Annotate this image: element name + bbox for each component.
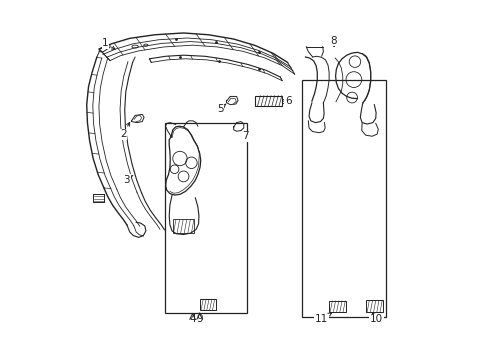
Bar — [365, 301, 382, 312]
Text: 9: 9 — [196, 314, 203, 324]
Text: 3: 3 — [123, 175, 133, 185]
Bar — [164, 123, 247, 314]
Text: 8: 8 — [329, 36, 336, 46]
Bar — [301, 80, 386, 317]
Bar — [255, 96, 282, 107]
Text: 10: 10 — [369, 313, 382, 324]
Text: 6: 6 — [284, 96, 291, 106]
Text: 2: 2 — [120, 122, 129, 139]
Text: 4: 4 — [189, 314, 195, 324]
Bar — [328, 301, 346, 312]
Text: 7: 7 — [241, 131, 248, 141]
Text: 5: 5 — [216, 104, 225, 114]
Bar — [172, 220, 193, 233]
Text: 1: 1 — [102, 38, 115, 49]
Text: 11: 11 — [314, 313, 331, 324]
Bar — [199, 299, 215, 310]
